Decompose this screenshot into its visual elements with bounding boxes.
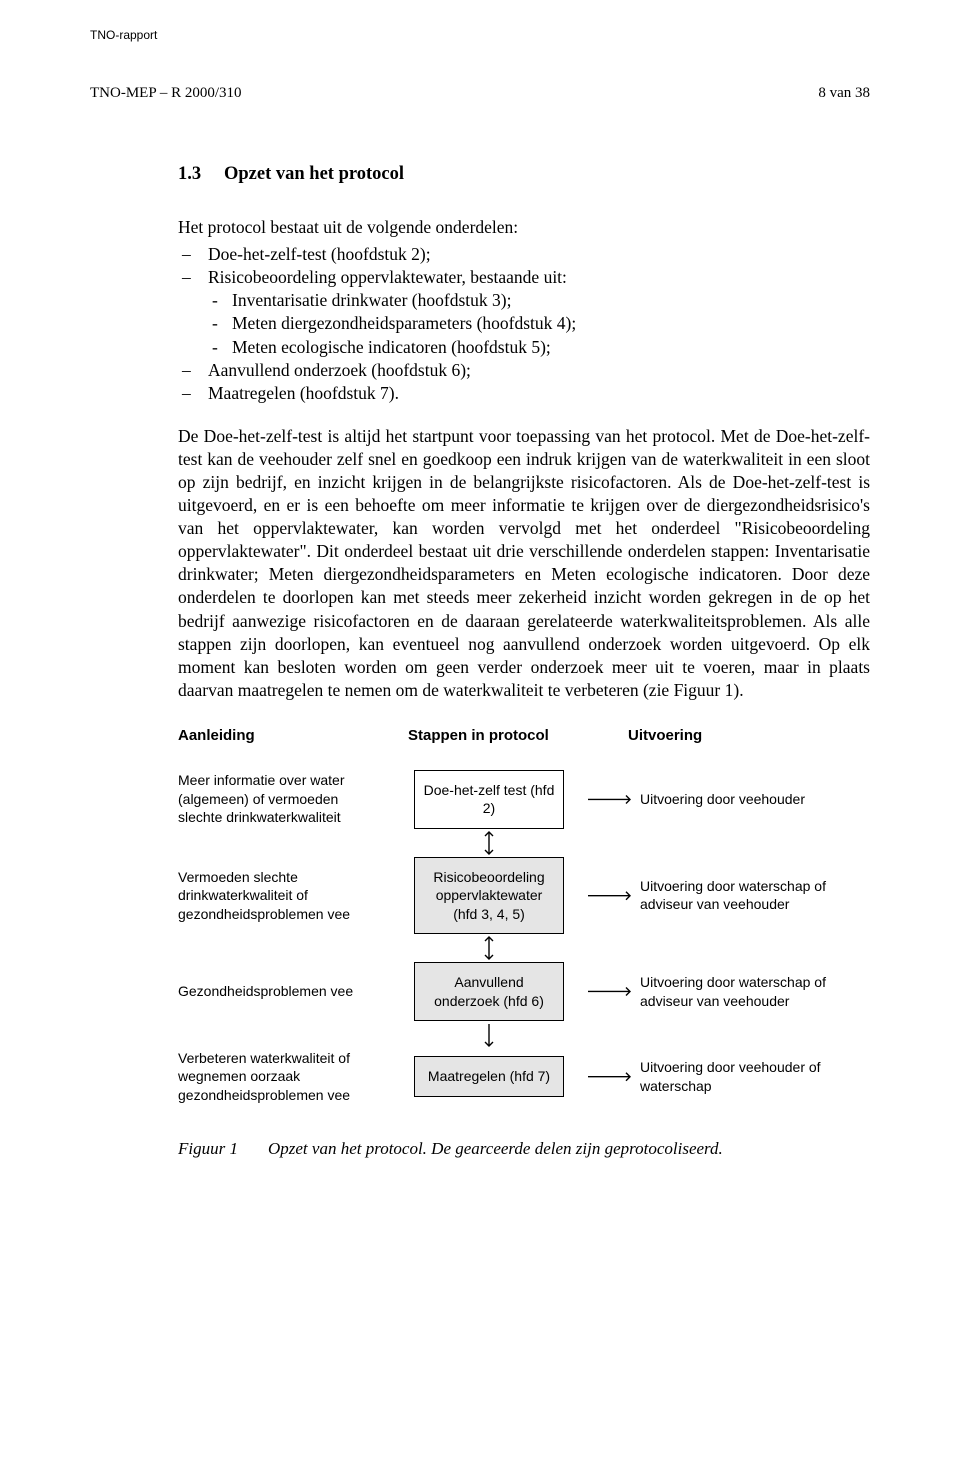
page: TNO-rapport TNO-MEP – R 2000/310 8 van 3… (0, 0, 960, 1211)
component-list: Doe-het-zelf-test (hoofdstuk 2); Risicob… (178, 243, 870, 405)
flow-harrow (584, 857, 636, 934)
flow-harrow (584, 770, 636, 829)
flow-aanleiding: Gezondheids­problemen vee (178, 962, 394, 1021)
flow-step-cell: Risico­beoordeling oppervlaktewater (hfd… (394, 857, 584, 934)
figure-label: Figuur 1 (178, 1138, 238, 1160)
flow-aanleiding: Meer informatie over water (algemeen) of… (178, 770, 394, 829)
flow-header-aanleiding: Aanleiding (178, 726, 408, 746)
flow-step-box: Doe-het-zelf test (hfd 2) (414, 770, 564, 829)
section-title: Opzet van het protocol (224, 164, 404, 184)
flow-harrow (584, 962, 636, 1021)
list-item: Maatregelen (hoofdstuk 7). (178, 382, 870, 405)
flow-header-uitvoering: Uitvoering (628, 726, 870, 746)
flow-connector (178, 829, 870, 857)
flow-rows: Meer informatie over water (algemeen) of… (178, 770, 870, 1105)
flow-aanleiding: Verbeteren water­kwaliteit of wegnemen o… (178, 1049, 394, 1104)
flow-uitvoering: Uitvoering door waterschap of adviseur v… (636, 857, 870, 934)
section-heading: 1.3Opzet van het protocol (178, 162, 870, 186)
list-item: Meten ecologische indicatoren (hoofdstuk… (208, 336, 870, 359)
flow-row: Meer informatie over water (algemeen) of… (178, 770, 870, 829)
flow-step-box: Risico­beoordeling oppervlaktewater (hfd… (414, 857, 564, 934)
page-number: 8 van 38 (818, 84, 870, 104)
figure-caption-text: Opzet van het protocol. De gearceerde de… (268, 1138, 723, 1160)
flow-uitvoering: Uitvoering door veehouder of waterschap (636, 1049, 870, 1104)
flow-row: Gezondheids­problemen vee Aanvullend onde… (178, 962, 870, 1021)
flow-aanleiding: Vermoeden slechte drinkwaterkwaliteit of… (178, 857, 394, 934)
component-sublist: Inventarisatie drinkwater (hoofdstuk 3);… (208, 289, 870, 358)
section-number: 1.3 (178, 162, 224, 186)
doc-id: TNO-MEP – R 2000/310 (90, 84, 242, 104)
figure-caption: Figuur 1 Opzet van het protocol. De gear… (178, 1138, 870, 1160)
list-item: Meten diergezondheidsparameters (hoofdst… (208, 312, 870, 335)
flowchart: Aanleiding Stappen in protocol Uitvoerin… (178, 726, 870, 1104)
flow-step-cell: Maatregelen (hfd 7) (394, 1049, 584, 1104)
list-item: Doe-het-zelf-test (hoofdstuk 2); (178, 243, 870, 266)
flow-row: Verbeteren water­kwaliteit of wegnemen o… (178, 1049, 870, 1104)
body-content: 1.3Opzet van het protocol Het protocol b… (178, 162, 870, 1161)
flow-row: Vermoeden slechte drinkwaterkwaliteit of… (178, 857, 870, 934)
flow-uitvoering: Uitvoering door waterschap of adviseur v… (636, 962, 870, 1021)
flow-step-box: Aanvullend onderzoek (hfd 6) (414, 962, 564, 1021)
flow-headers: Aanleiding Stappen in protocol Uitvoerin… (178, 726, 870, 746)
doc-header-line: TNO-MEP – R 2000/310 8 van 38 (90, 84, 870, 104)
list-item: Inventarisatie drinkwater (hoofdstuk 3); (208, 289, 870, 312)
flow-connector (178, 1021, 870, 1049)
intro-line: Het protocol bestaat uit de volgende ond… (178, 216, 870, 239)
list-item-label: Risicobeoordeling oppervlaktewater, best… (208, 267, 567, 287)
body-paragraph: De Doe-het-zelf-test is altijd het start… (178, 425, 870, 702)
running-header: TNO-rapport (90, 28, 870, 44)
flow-connector (178, 934, 870, 962)
flow-step-cell: Aanvullend onderzoek (hfd 6) (394, 962, 584, 1021)
flow-step-box: Maatregelen (hfd 7) (414, 1056, 564, 1096)
flow-step-cell: Doe-het-zelf test (hfd 2) (394, 770, 584, 829)
list-item: Risicobeoordeling oppervlaktewater, best… (178, 266, 870, 358)
flow-harrow (584, 1049, 636, 1104)
list-item: Aanvullend onderzoek (hoofdstuk 6); (178, 359, 870, 382)
flow-header-stappen: Stappen in protocol (408, 726, 628, 746)
flow-uitvoering: Uitvoering door veehouder (636, 770, 870, 829)
